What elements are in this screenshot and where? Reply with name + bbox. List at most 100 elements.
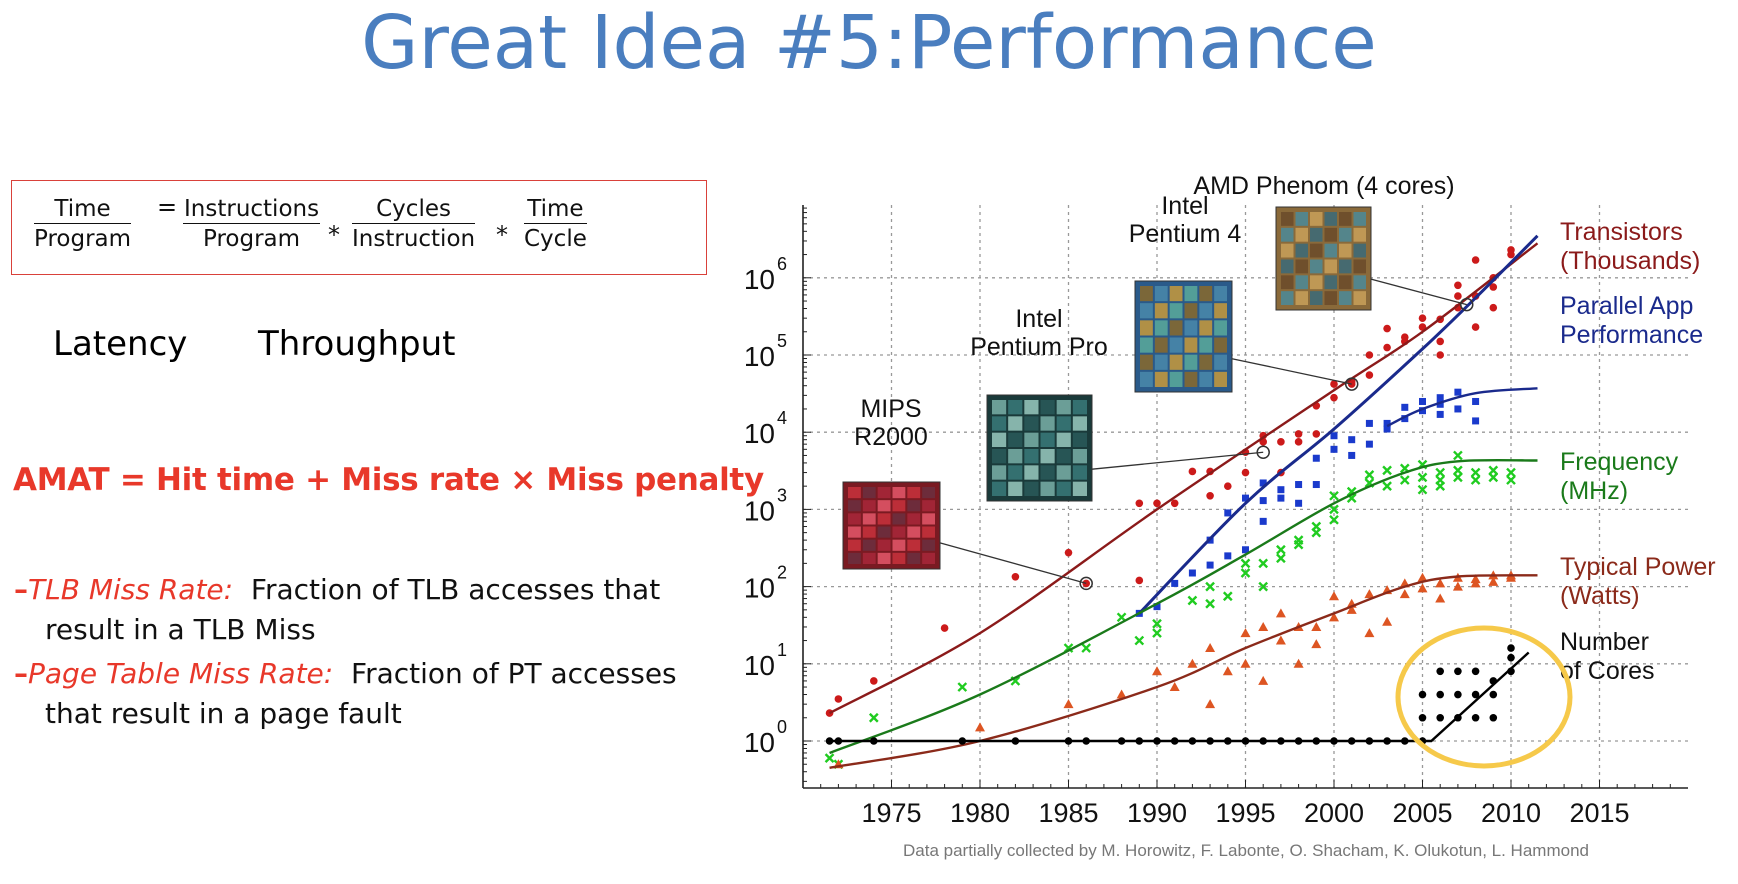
data-point — [1081, 643, 1092, 653]
annotation-amd-phenom-4-cores: AMD Phenom (4 cores) — [1193, 172, 1474, 312]
bullet-text: Fraction of TLB accesses that — [250, 573, 661, 606]
series-label: (MHz) — [1560, 477, 1628, 505]
highlight-ellipse — [1395, 625, 1573, 769]
data-point — [1224, 509, 1232, 517]
bullet-dash: – — [14, 573, 28, 606]
data-point — [1382, 481, 1392, 492]
data-point — [1399, 589, 1410, 599]
data-point — [824, 753, 835, 763]
data-point — [1294, 430, 1303, 438]
x-tick-label: 1980 — [950, 798, 1010, 828]
data-point — [1471, 256, 1480, 264]
fraction-instructions-per-program: Instructions Program — [183, 195, 321, 254]
x-tick-label: 2015 — [1569, 798, 1629, 828]
data-point — [1417, 572, 1428, 582]
y-tick-exponent: 5 — [777, 331, 787, 351]
fraction-denominator: Program — [203, 226, 301, 252]
fraction-numerator: Instructions — [183, 196, 321, 224]
data-point — [1365, 371, 1374, 379]
series-label: (Watts) — [1560, 582, 1640, 610]
data-point — [1275, 635, 1286, 645]
series-label: of Cores — [1560, 657, 1654, 685]
data-point — [1488, 576, 1499, 586]
data-point — [940, 624, 949, 632]
data-point — [1277, 494, 1285, 502]
data-point — [1436, 410, 1444, 418]
fraction-numerator: Time — [524, 195, 587, 224]
data-point — [1419, 407, 1426, 415]
data-point — [1435, 481, 1446, 492]
data-point — [1436, 394, 1444, 402]
trend-line — [828, 242, 1539, 715]
y-tick-exponent: 4 — [777, 408, 787, 428]
data-point — [1365, 419, 1373, 427]
data-point — [957, 682, 968, 692]
data-point — [1418, 314, 1427, 322]
data-point — [1153, 603, 1161, 611]
x-tick-label: 2000 — [1304, 798, 1364, 828]
data-point — [1348, 436, 1356, 444]
data-point — [1346, 604, 1357, 614]
x-tick-label: 2005 — [1392, 798, 1452, 828]
data-point — [1329, 504, 1339, 515]
data-point — [1435, 578, 1446, 588]
y-tick-exponent: 2 — [777, 563, 787, 583]
y-tick-label: 10 — [744, 573, 775, 604]
data-point — [1240, 658, 1251, 668]
data-point — [1418, 713, 1427, 722]
data-point — [1011, 572, 1020, 581]
data-point — [1454, 405, 1462, 413]
data-point — [1135, 499, 1144, 508]
data-point — [1312, 481, 1320, 489]
data-point — [1329, 490, 1339, 501]
bullet-text: Fraction of PT accesses — [351, 657, 677, 690]
y-tick-label: 10 — [744, 495, 775, 526]
x-tick-label: 1985 — [1038, 798, 1098, 828]
data-point — [1472, 417, 1480, 425]
data-point — [1399, 475, 1410, 485]
data-point — [1435, 467, 1446, 478]
data-point — [1293, 539, 1304, 550]
data-point — [1435, 593, 1446, 603]
series-label: Performance — [1560, 321, 1703, 349]
bullet-term: TLB Miss Rate: — [28, 573, 234, 606]
series-label: Number — [1560, 628, 1649, 656]
data-point — [1205, 699, 1216, 709]
data-point — [1242, 546, 1249, 554]
data-point — [1258, 675, 1269, 685]
series-frequency-mhz — [824, 450, 1538, 770]
series-label: Frequency — [1560, 448, 1679, 476]
data-point — [1188, 467, 1197, 476]
data-point — [1116, 689, 1127, 699]
annotation-label: Pentium Pro — [970, 333, 1108, 361]
x-tick-label: 1975 — [861, 798, 921, 828]
y-tick-label: 10 — [744, 418, 775, 449]
data-point — [975, 722, 985, 732]
data-point — [1311, 639, 1322, 649]
data-point — [1329, 514, 1339, 525]
data-point — [1224, 482, 1232, 490]
data-point — [1152, 618, 1162, 629]
data-point — [1436, 713, 1444, 722]
data-point — [1153, 499, 1161, 508]
annotation-label: AMD Phenom (4 cores) — [1193, 172, 1454, 200]
data-point — [1329, 612, 1339, 622]
data-point — [1295, 499, 1303, 507]
data-point — [1311, 527, 1322, 538]
trend-line-saturation — [1386, 387, 1538, 428]
data-point — [1259, 517, 1267, 525]
series-number-of-cores — [825, 644, 1530, 745]
data-point — [1240, 558, 1251, 569]
data-point — [1222, 591, 1233, 602]
data-point — [1205, 581, 1215, 592]
data-point — [1382, 465, 1392, 476]
data-point — [1170, 499, 1179, 508]
data-point — [1364, 470, 1375, 480]
data-point — [1383, 343, 1391, 352]
chip-die-image — [1134, 280, 1233, 393]
x-tick-label: 2010 — [1481, 798, 1541, 828]
y-tick-label: 10 — [744, 650, 775, 681]
data-point — [1330, 445, 1338, 453]
